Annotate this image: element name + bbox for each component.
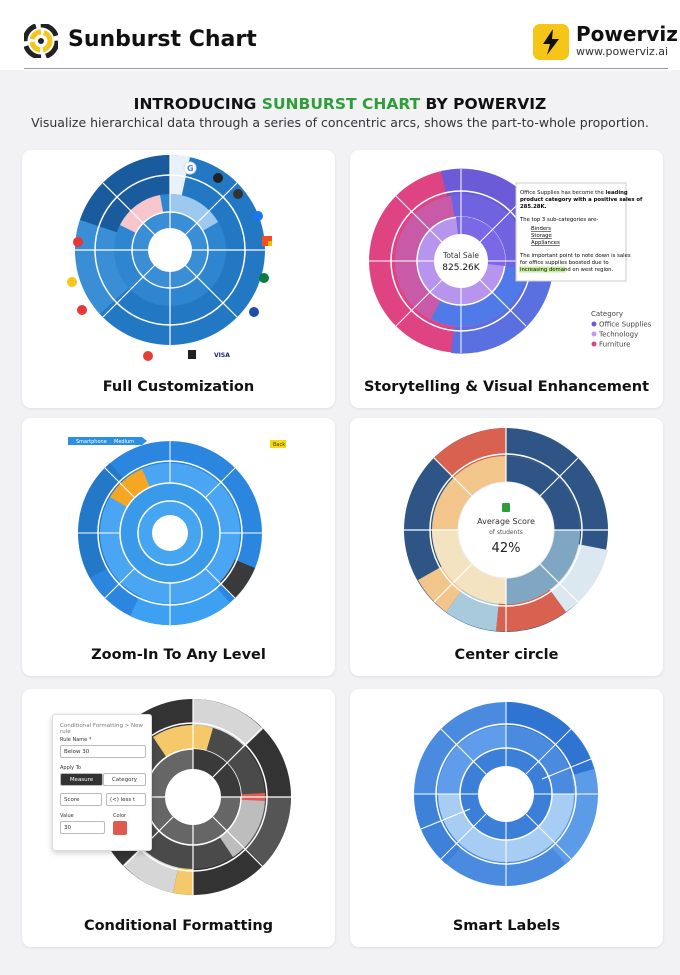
note-text: on west region. <box>571 267 614 273</box>
rule-name-input[interactable]: Below 30 <box>60 745 146 758</box>
brand-icon <box>259 273 269 283</box>
card-caption: Conditional Formatting <box>83 918 274 934</box>
custom-sunburst: G VISA <box>67 154 272 361</box>
story-center-title: Total Sale <box>442 251 479 260</box>
card-zoom: Smartphone Medium Back Zoom-In To Any Le… <box>22 418 335 676</box>
apple-icon <box>233 189 243 199</box>
story-annotation <box>515 182 627 282</box>
legend-swatch <box>591 341 597 347</box>
color-label: Color <box>113 813 127 819</box>
sunburst-logo-icon <box>24 24 58 58</box>
brand-icon <box>188 350 196 359</box>
color-swatch[interactable] <box>113 821 127 835</box>
card-caption: Center circle <box>454 647 559 663</box>
apply-to-label: Apply To <box>60 765 81 771</box>
panel-title: Conditional Formatting > New rule <box>60 723 144 735</box>
note-text: 285.28K. <box>520 204 547 210</box>
svg-text:Office Supplies has become the: Office Supplies has become the leading <box>520 190 628 196</box>
brand-name: Powerviz <box>576 22 678 46</box>
intro-headline: INTRODUCING SUNBURST CHART BY POWERVIZ <box>0 95 680 113</box>
breadcrumb-item[interactable]: Medium <box>114 439 134 445</box>
note-bullet: Storage <box>531 233 552 239</box>
card-caption: Smart Labels <box>452 918 561 934</box>
svg-text:G: G <box>187 164 194 173</box>
center-sunburst: Average Score of students 42% <box>404 428 608 632</box>
back-label[interactable]: Back <box>273 442 285 448</box>
card-caption: Full Customization <box>102 379 255 395</box>
rule-name-label: Rule Name * <box>60 737 92 743</box>
center-subtitle: of students <box>489 529 523 536</box>
clipboard-icon <box>502 503 510 512</box>
breadcrumb[interactable] <box>68 437 147 445</box>
header-divider <box>24 68 668 69</box>
center-value: 42% <box>492 541 521 556</box>
brand-icon <box>67 277 77 287</box>
card-center-circle: Average Score of students 42% Center cir… <box>350 418 663 676</box>
card-caption: Zoom-In To Any Level <box>91 647 266 663</box>
note-text: has become the <box>560 190 606 196</box>
note-highlight: increasing demand <box>520 267 571 273</box>
brand-icon <box>77 305 87 315</box>
card-full-customization: G VISA Full Customization <box>22 150 335 408</box>
brand-url[interactable]: www.powerviz.ai <box>576 45 669 58</box>
brand-icon <box>213 173 223 183</box>
page-header: Sunburst Chart Powerviz www.powerviz.ai <box>0 0 680 70</box>
legend-title: Category <box>591 310 623 318</box>
tab-measure[interactable]: Measure <box>60 773 103 786</box>
center-title: Average Score <box>477 517 535 526</box>
back-button[interactable] <box>270 440 286 448</box>
svg-text:VISA: VISA <box>214 352 230 359</box>
card-smart-labels: Smart Labels <box>350 689 663 947</box>
legend-item: Office Supplies <box>599 321 652 329</box>
operator-select[interactable]: (<) less t <box>106 793 146 806</box>
note-text: The important point to note down is sale… <box>519 253 631 259</box>
headline-post: BY POWERVIZ <box>420 95 547 113</box>
brand-icon <box>249 307 259 317</box>
legend-swatch <box>591 321 597 327</box>
note-highlight: Office Supplies <box>520 190 560 196</box>
conditional-format-panel: Conditional Formatting > New rule Rule N… <box>52 714 152 851</box>
note-text: The top 3 sub-categories are- <box>519 217 598 223</box>
note-text: for office supplies boosted due to <box>520 260 609 266</box>
breadcrumb-item[interactable]: Smartphone <box>76 439 107 445</box>
value-input[interactable]: 30 <box>60 821 105 834</box>
brand-icon <box>143 351 153 361</box>
google-icon <box>183 161 197 175</box>
card-storytelling: Total Sale 825.26K Office Supplies has b… <box>350 150 663 408</box>
note-text: product category with a positive sales o… <box>520 197 643 203</box>
story-center-value: 825.26K <box>442 263 480 273</box>
note-bullet: Appliances <box>531 240 560 246</box>
field-select[interactable]: Score <box>60 793 102 806</box>
facebook-icon <box>253 211 263 221</box>
legend-item: Technology <box>598 331 638 339</box>
note-text: leading <box>606 190 628 196</box>
headline-accent: SUNBURST CHART <box>261 95 421 113</box>
powerviz-bolt-icon <box>533 24 569 60</box>
microsoft-icon <box>262 236 272 246</box>
tab-category[interactable]: Category <box>103 773 146 786</box>
brand-icon <box>73 237 83 247</box>
value-label: Value <box>60 813 74 819</box>
legend-swatch <box>591 331 597 337</box>
svg-text:increasing demand on west regi: increasing demand on west region. <box>520 267 614 273</box>
intro-subtitle: Visualize hierarchical data through a se… <box>31 115 649 130</box>
headline-pre: INTRODUCING <box>133 95 262 113</box>
smart-sunburst <box>413 702 598 886</box>
app-title: Sunburst Chart <box>68 27 257 52</box>
note-bullet: Binders <box>531 226 551 232</box>
legend-item: Furniture <box>599 341 630 349</box>
card-caption: Storytelling & Visual Enhancement <box>363 379 650 395</box>
story-sunburst: Total Sale 825.26K Office Supplies has b… <box>369 168 652 354</box>
zoom-sunburst: Smartphone Medium Back <box>68 437 286 626</box>
